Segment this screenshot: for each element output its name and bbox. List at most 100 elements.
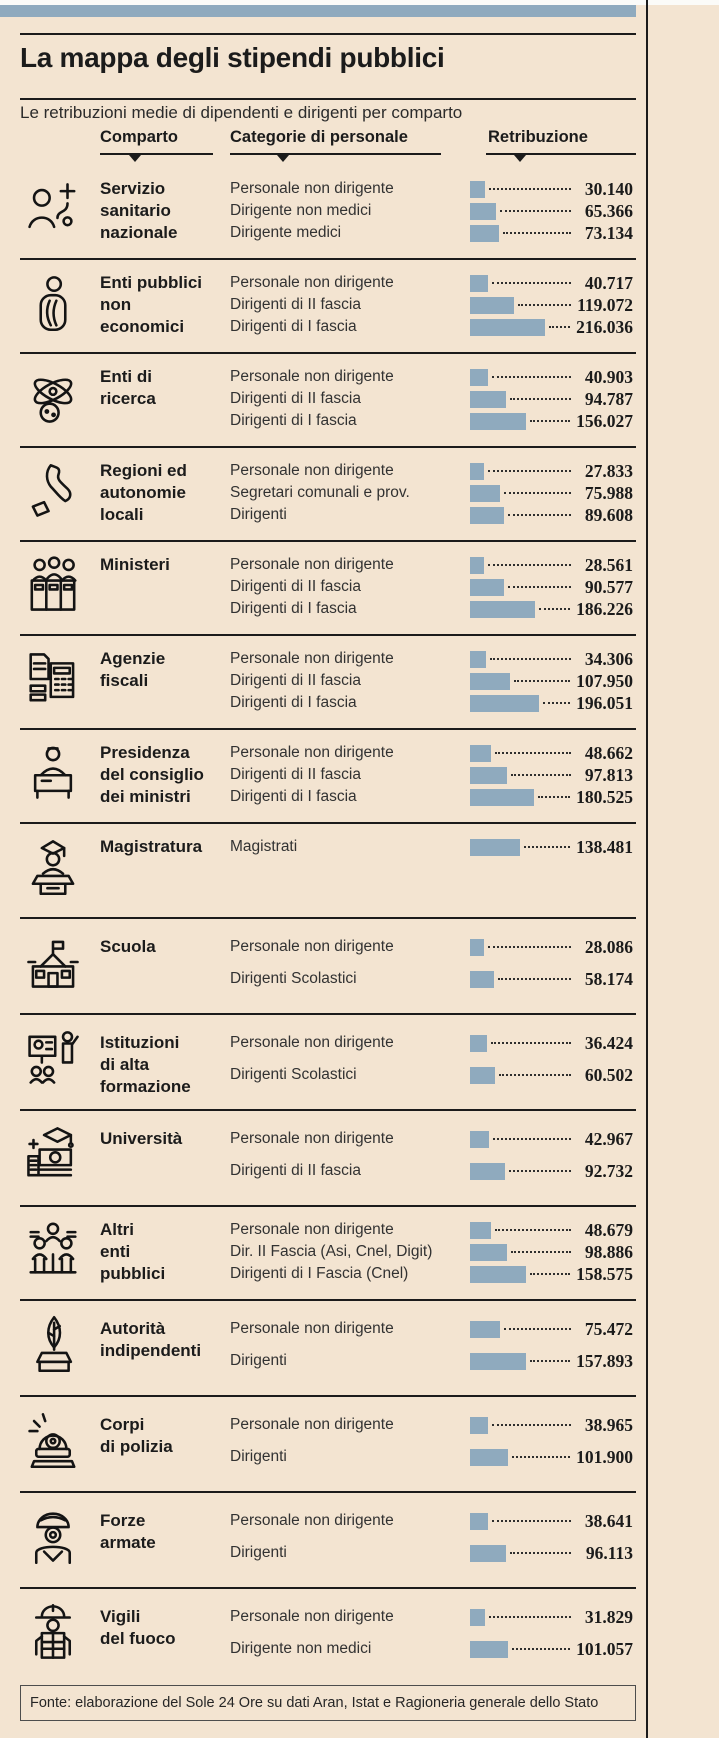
retribuzione-bar	[470, 224, 499, 242]
retribuzione-bar	[470, 556, 485, 574]
retribuzione-value: 65.366	[584, 200, 633, 221]
top-white-strip	[0, 0, 719, 5]
row-separator	[20, 540, 636, 542]
retribuzione-bar	[470, 1320, 500, 1338]
comparto-name: Vigili del fuoco	[100, 1606, 228, 1650]
retribuzione-bar	[470, 1130, 489, 1148]
category-line: Dirigenti 157.893	[230, 1349, 633, 1373]
retribuzione-bar	[470, 600, 536, 618]
row-separator	[20, 1491, 636, 1493]
retribuzione-bar	[470, 1352, 527, 1370]
retribuzione-bar	[470, 1512, 488, 1530]
category-line: Dirigenti di I fascia 186.226	[230, 597, 633, 621]
category-line: Dirigenti 101.900	[230, 1445, 633, 1469]
title-rule-bottom	[20, 98, 636, 100]
category-line: Personale non dirigente 36.424	[230, 1031, 633, 1055]
row-separator	[20, 258, 636, 260]
category-line: Personale non dirigente 38.965	[230, 1413, 633, 1437]
leader-dots	[490, 1042, 571, 1044]
comparto-name-line: armate	[100, 1533, 156, 1552]
retribuzione-value: 38.965	[584, 1414, 633, 1435]
top-accent-bar	[0, 5, 636, 17]
category-line: Personale non dirigente 38.641	[230, 1509, 633, 1533]
retribuzione-value: 196.051	[576, 692, 633, 713]
leader-dots	[491, 1520, 571, 1522]
category-line: Personale non dirigente 34.306	[230, 647, 633, 671]
retribuzione-value: 157.893	[576, 1350, 633, 1371]
row-separator	[20, 917, 636, 919]
category-line: Dir. II Fascia (Asi, Cnel, Digit) 98.886	[230, 1240, 633, 1264]
comparto-name-line: Regioni ed	[100, 461, 187, 480]
comparto-name: Altri enti pubblici	[100, 1219, 228, 1285]
retribuzione-bar	[470, 1034, 487, 1052]
leader-dots	[512, 1456, 571, 1458]
comparto-name-line: pubblici	[100, 1264, 166, 1283]
categoria-label: Personale non dirigente	[230, 1320, 394, 1337]
categoria-label: Personale non dirigente	[230, 274, 394, 291]
comparto-name-line: Magistratura	[100, 837, 203, 856]
atom-icon	[25, 368, 81, 426]
comparto-name-line: Ministeri	[100, 555, 170, 574]
comparto-name-line: nazionale	[100, 223, 178, 242]
leader-dots	[530, 1360, 571, 1362]
leader-dots	[509, 398, 571, 400]
categoria-label: Personale non dirigente	[230, 1221, 394, 1238]
retribuzione-bar	[470, 1416, 488, 1434]
leader-dots	[500, 210, 571, 212]
categoria-label: Personale non dirigente	[230, 1608, 394, 1625]
comparto-name: Istituzioni di alta formazione	[100, 1032, 228, 1098]
leader-dots	[488, 946, 571, 948]
category-line: Dirigenti di II fascia 107.950	[230, 669, 633, 693]
graduation-money-icon	[25, 1125, 81, 1183]
categoria-label: Dirigenti di I fascia	[230, 694, 357, 711]
retribuzione-value: 98.886	[584, 1241, 633, 1262]
retribuzione-bar	[470, 318, 545, 336]
categoria-label: Personale non dirigente	[230, 1130, 394, 1147]
retribuzione-bar	[470, 578, 505, 596]
leader-dots	[497, 978, 571, 980]
retribuzione-value: 97.813	[584, 764, 633, 785]
retribuzione-bar	[470, 412, 526, 430]
category-line: Dirigenti di II fascia 97.813	[230, 763, 633, 787]
retribuzione-header-rule	[486, 153, 636, 155]
retribuzione-bar	[470, 1544, 507, 1562]
categoria-label: Personale non dirigente	[230, 1416, 394, 1433]
retribuzione-bar	[470, 650, 487, 668]
comparto-name: Magistratura	[100, 836, 228, 858]
comparto-name: Servizio sanitario nazionale	[100, 178, 228, 244]
retribuzione-value: 158.575	[576, 1263, 633, 1284]
retribuzione-bar	[470, 938, 485, 956]
page-title: La mappa degli stipendi pubblici	[20, 42, 445, 73]
comparto-name-line: Enti pubblici	[100, 273, 202, 292]
retribuzione-value: 28.561	[584, 554, 633, 575]
categoria-label: Dirigente non medici	[230, 1640, 372, 1657]
leader-dots	[542, 702, 571, 704]
retribuzione-bar	[470, 694, 539, 712]
category-line: Personale non dirigente 30.140	[230, 177, 633, 201]
categoria-label: Dirigenti di I fascia	[230, 788, 357, 805]
categoria-label: Dirigenti di II fascia	[230, 1162, 361, 1179]
retribuzione-value: 27.833	[584, 460, 633, 481]
official-desk-icon	[25, 744, 81, 802]
comparto-name-line: di polizia	[100, 1437, 173, 1456]
ministers-icon	[25, 556, 81, 614]
categoria-label: Personale non dirigente	[230, 462, 394, 479]
leader-dots	[503, 492, 571, 494]
category-line: Dirigenti 96.113	[230, 1541, 633, 1565]
leader-dots	[511, 1251, 571, 1253]
row-separator	[20, 1395, 636, 1397]
retribuzione-bar	[470, 766, 507, 784]
category-line: Dirigenti di II fascia 94.787	[230, 387, 633, 411]
comparto-name-line: Presidenza	[100, 743, 190, 762]
comparto-name: Presidenza del consiglio dei ministri	[100, 742, 228, 808]
comparto-name-line: Autorità	[100, 1319, 166, 1338]
leader-dots	[492, 1138, 571, 1140]
comparto-header-rule	[100, 153, 213, 155]
category-line: Dirigenti Scolastici 58.174	[230, 967, 633, 991]
retribuzione-bar	[470, 1243, 507, 1261]
retribuzione-bar	[470, 1265, 527, 1283]
leader-dots	[494, 1229, 571, 1231]
category-line: Personale non dirigente 42.967	[230, 1127, 633, 1151]
category-line: Dirigenti Scolastici 60.502	[230, 1063, 633, 1087]
row-separator	[20, 822, 636, 824]
